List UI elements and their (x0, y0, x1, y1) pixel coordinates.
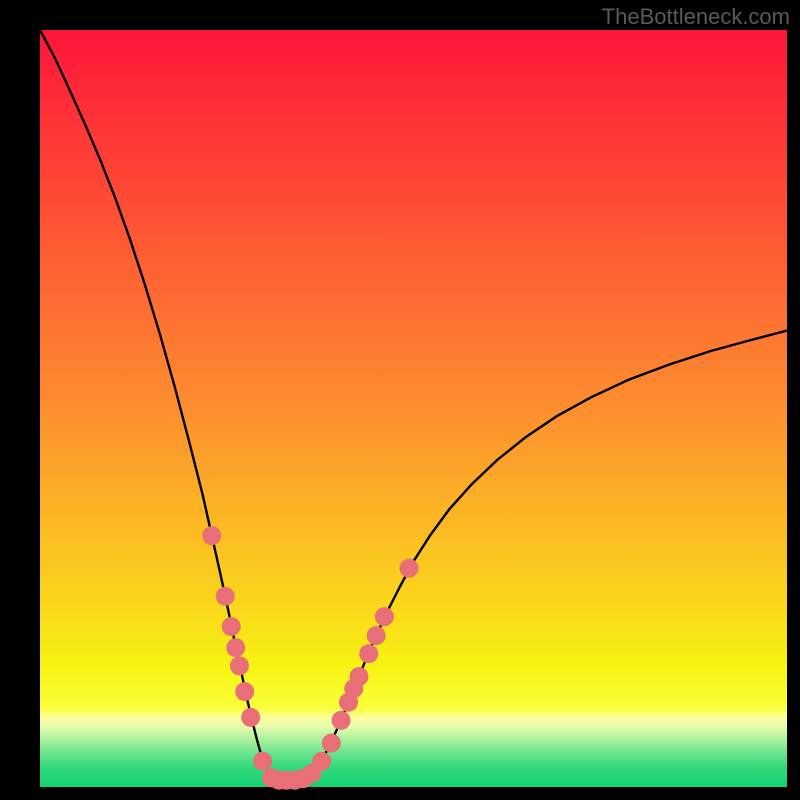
data-marker (230, 656, 249, 675)
data-marker (241, 708, 260, 727)
bottleneck-curve (40, 30, 787, 780)
data-marker (312, 752, 331, 771)
data-marker (202, 526, 221, 545)
data-marker (216, 587, 235, 606)
data-marker (253, 752, 272, 771)
data-markers (202, 526, 418, 790)
data-marker (349, 667, 368, 686)
data-marker (222, 617, 241, 636)
data-marker (367, 626, 386, 645)
watermark-text: TheBottleneck.com (602, 4, 790, 30)
chart-overlay (0, 0, 800, 800)
data-marker (332, 711, 351, 730)
data-marker (235, 682, 254, 701)
data-marker (375, 607, 394, 626)
data-marker (226, 638, 245, 657)
data-marker (400, 559, 419, 578)
data-marker (359, 644, 378, 663)
data-marker (322, 734, 341, 753)
